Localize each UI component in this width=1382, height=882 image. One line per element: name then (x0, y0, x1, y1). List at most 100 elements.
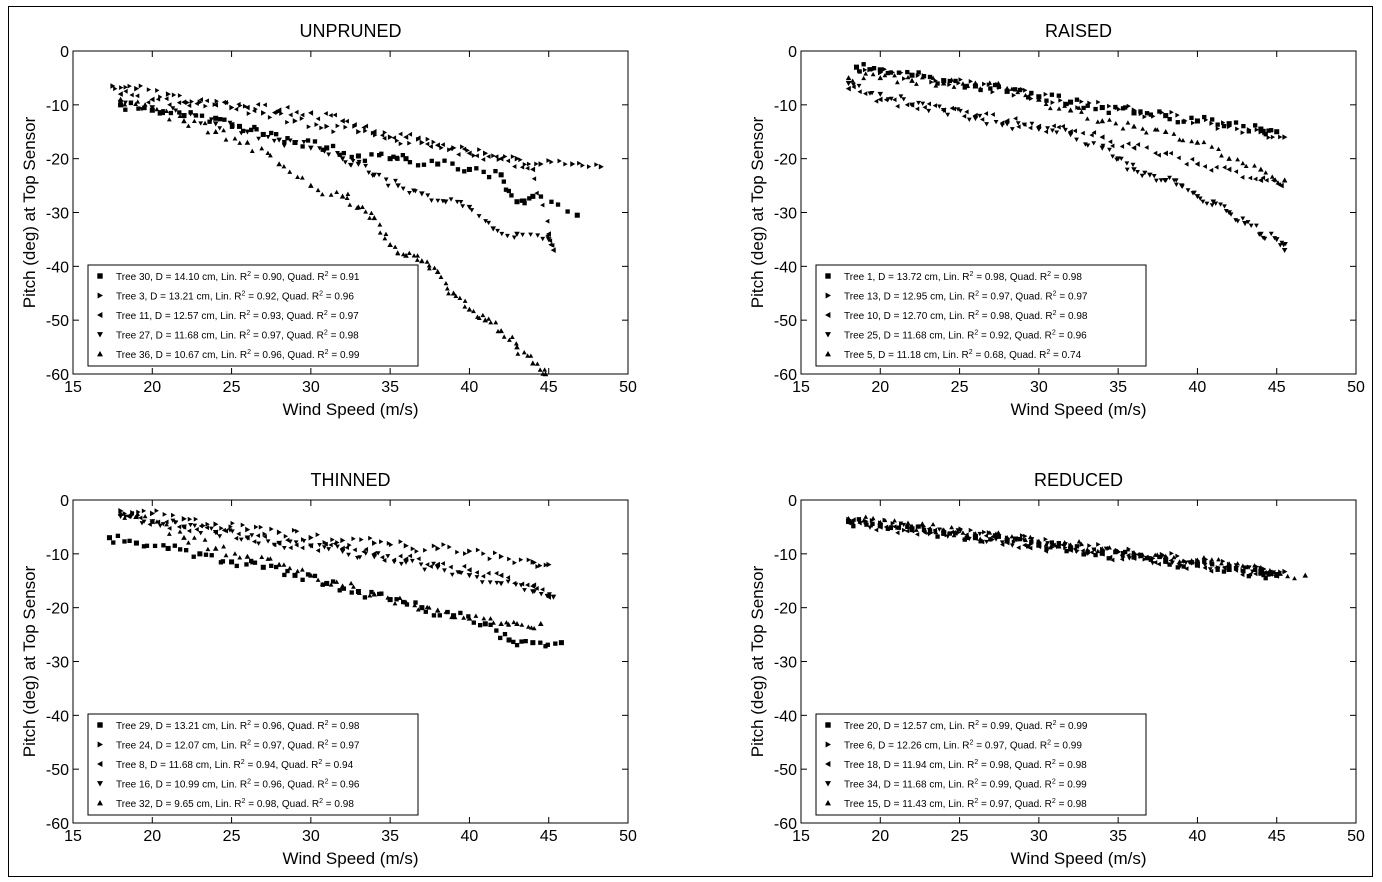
data-point (465, 147, 470, 153)
data-point (403, 134, 409, 140)
data-point (164, 108, 169, 113)
data-point (440, 142, 445, 148)
data-point (223, 528, 228, 534)
data-point (1271, 570, 1277, 575)
data-point (896, 70, 902, 75)
panels: UNPRUNED 15 20 25 30 35 40 45 50 0 -10 -20 -30 -40 -50… (20, 21, 1365, 868)
data-point (882, 66, 887, 72)
data-point (534, 190, 539, 196)
data-point (149, 518, 156, 524)
data-point (892, 524, 897, 529)
data-point (1254, 223, 1259, 228)
data-point (308, 543, 314, 549)
data-point (351, 584, 356, 589)
data-point (409, 558, 415, 564)
data-point (407, 140, 412, 146)
data-point (1079, 541, 1084, 547)
data-point (598, 163, 604, 170)
data-point (186, 540, 191, 545)
data-point (305, 138, 311, 143)
data-point (166, 531, 172, 536)
data-point (1167, 116, 1172, 122)
data-point (294, 109, 299, 115)
data-point (165, 91, 171, 97)
data-point (232, 551, 238, 556)
data-point (471, 620, 476, 625)
data-point (483, 150, 489, 157)
data-point (443, 609, 449, 614)
data-point (356, 128, 362, 135)
data-point (1138, 109, 1143, 114)
data-point (332, 112, 337, 118)
data-point (181, 113, 187, 119)
y-axis-label: Pitch (deg) at Top Sensor (20, 565, 39, 757)
data-point (530, 193, 536, 199)
data-point (177, 529, 183, 534)
data-point (419, 258, 425, 264)
data-point (871, 67, 876, 72)
data-point (498, 572, 504, 579)
data-point (1163, 112, 1169, 119)
y-tick-label: 0 (788, 493, 797, 510)
data-point (1226, 565, 1232, 571)
data-point (482, 621, 488, 627)
data-point (1067, 107, 1074, 113)
data-point (1254, 127, 1260, 133)
data-point (1235, 219, 1241, 224)
data-point (155, 96, 161, 102)
chart-title: RAISED (1045, 21, 1112, 41)
data-point (191, 535, 197, 540)
data-point (1158, 178, 1164, 183)
data-point (577, 160, 582, 166)
data-point (916, 524, 921, 530)
data-point (1216, 146, 1221, 152)
data-point (1233, 120, 1239, 125)
data-point (1080, 130, 1085, 136)
data-point (113, 86, 118, 92)
data-point (861, 518, 867, 523)
legend-marker (97, 351, 103, 357)
legend-marker (97, 741, 103, 748)
data-point (274, 132, 279, 137)
data-point (1250, 569, 1255, 574)
x-axis-label: Wind Speed (m/s) (1010, 849, 1146, 868)
data-point (359, 537, 364, 542)
legend-box (815, 264, 1147, 367)
data-point (1081, 105, 1086, 111)
data-point (294, 542, 299, 548)
data-point (1096, 99, 1101, 105)
x-tick-label: 20 (871, 828, 889, 845)
data-point (412, 189, 418, 194)
data-point (287, 565, 293, 571)
legend-entry: Tree 30, D = 14.10 cm, Lin. R2 = 0.90, Q… (116, 271, 360, 283)
data-point (888, 96, 894, 102)
data-point (964, 109, 969, 115)
data-point (379, 539, 384, 545)
data-point (293, 540, 299, 545)
data-point (1029, 96, 1034, 101)
data-point (334, 579, 340, 584)
data-point (1026, 95, 1031, 100)
data-point (202, 120, 208, 126)
data-point (176, 524, 182, 530)
data-point (1260, 175, 1266, 181)
data-point (856, 517, 862, 522)
data-point (448, 146, 453, 152)
data-point (300, 577, 305, 582)
data-point (1131, 549, 1137, 555)
data-point (456, 152, 461, 157)
x-tick-label: 15 (64, 828, 82, 845)
data-point (1213, 201, 1219, 206)
data-point (856, 519, 862, 524)
data-point (904, 528, 910, 534)
data-point (1093, 552, 1098, 558)
data-point (403, 599, 409, 605)
data-point (1096, 542, 1101, 547)
data-point (414, 548, 419, 554)
data-point (123, 100, 128, 105)
data-point (873, 527, 879, 533)
legend-entry: Tree 3, D = 13.21 cm, Lin. R2 = 0.92, Qu… (116, 291, 354, 303)
data-point (518, 583, 524, 588)
data-point (223, 100, 228, 105)
data-point (586, 164, 592, 170)
